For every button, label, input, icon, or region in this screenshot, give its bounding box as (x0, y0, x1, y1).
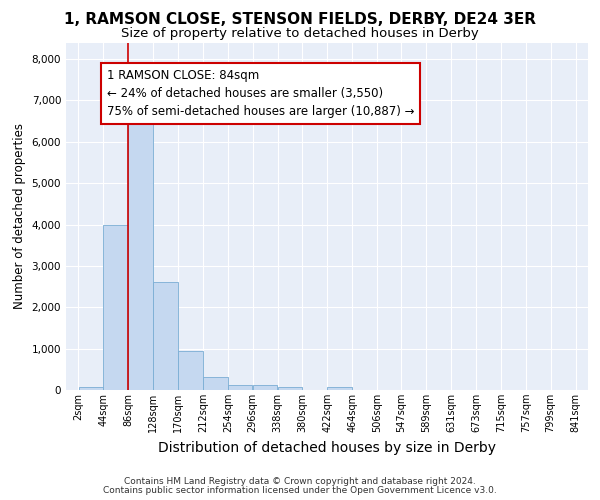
Bar (79, 387, 103, 390)
Text: 1 RAMSON CLOSE: 84sqm
← 24% of detached houses are smaller (3,550)
75% of semi-d: 1 RAMSON CLOSE: 84sqm ← 24% of detached … (107, 70, 415, 118)
Bar (103, 224, 128, 390)
Bar (228, 385, 253, 390)
Text: Contains HM Land Registry data © Crown copyright and database right 2024.: Contains HM Land Registry data © Crown c… (124, 477, 476, 486)
Bar (203, 377, 227, 390)
Bar (128, 117, 153, 390)
Text: Size of property relative to detached houses in Derby: Size of property relative to detached ho… (121, 28, 479, 40)
Text: Contains public sector information licensed under the Open Government Licence v3: Contains public sector information licen… (103, 486, 497, 495)
Bar (153, 282, 178, 390)
Bar (253, 385, 277, 390)
Bar (328, 386, 352, 390)
X-axis label: Distribution of detached houses by size in Derby: Distribution of detached houses by size … (158, 440, 496, 454)
Y-axis label: Number of detached properties: Number of detached properties (13, 123, 26, 309)
Bar (278, 386, 302, 390)
Bar (178, 350, 203, 390)
Text: 1, RAMSON CLOSE, STENSON FIELDS, DERBY, DE24 3ER: 1, RAMSON CLOSE, STENSON FIELDS, DERBY, … (64, 12, 536, 28)
